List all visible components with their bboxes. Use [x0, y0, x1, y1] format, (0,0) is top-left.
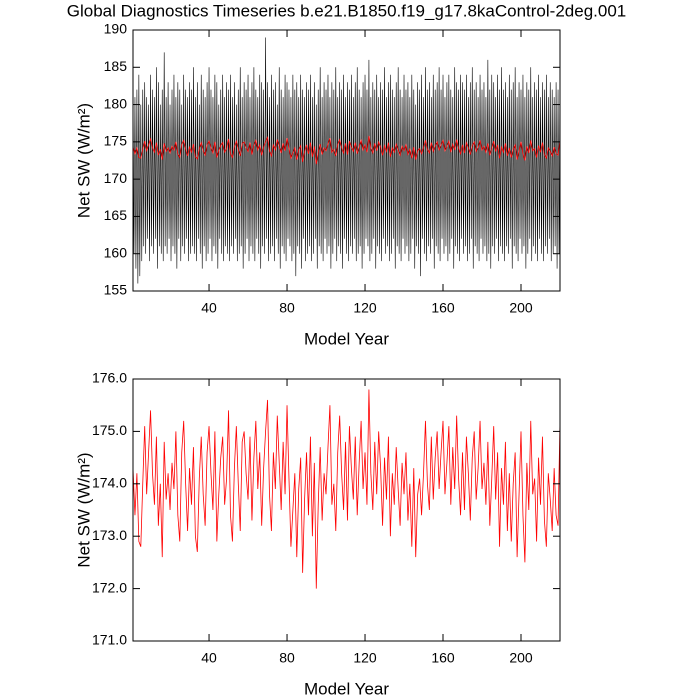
y-tick-label: 175	[104, 133, 128, 149]
y-tick-label: 160	[104, 244, 128, 260]
x-tick-label: 160	[431, 650, 455, 666]
x-tick-label: 40	[201, 650, 217, 666]
y-tick-label: 175.0	[92, 422, 127, 438]
x-tick-label: 200	[509, 650, 533, 666]
x-tick-label: 120	[353, 300, 377, 316]
y-tick-label: 174.0	[92, 475, 127, 491]
y-tick-label: 165	[104, 207, 128, 223]
y-axis-title: Net SW (W/m²)	[74, 103, 93, 218]
plot-frame	[132, 29, 561, 292]
data-line	[133, 37, 560, 284]
data-line	[133, 389, 560, 589]
y-tick-label: 185	[104, 58, 128, 74]
x-tick-label: 40	[201, 300, 217, 316]
x-tick-label: 120	[353, 650, 377, 666]
x-tick-label: 200	[509, 300, 533, 316]
y-axis-title: Net SW (W/m²)	[74, 452, 93, 567]
x-tick-label: 80	[279, 300, 295, 316]
chart-title: Global Diagnostics Timeseries b.e21.B185…	[67, 1, 626, 20]
x-tick-label: 160	[431, 300, 455, 316]
x-axis-title: Model Year	[304, 329, 389, 348]
y-tick-label: 190	[104, 21, 128, 37]
y-tick-label: 172.0	[92, 579, 127, 595]
y-tick-label: 170	[104, 170, 128, 186]
x-axis-title: Model Year	[304, 679, 389, 698]
y-tick-label: 171.0	[92, 632, 127, 648]
y-tick-label: 155	[104, 282, 128, 298]
plot-frame	[132, 378, 561, 642]
y-tick-label: 180	[104, 95, 128, 111]
y-tick-label: 176.0	[92, 370, 127, 386]
x-tick-label: 80	[279, 650, 295, 666]
data-line	[133, 135, 560, 165]
y-tick-label: 173.0	[92, 527, 127, 543]
